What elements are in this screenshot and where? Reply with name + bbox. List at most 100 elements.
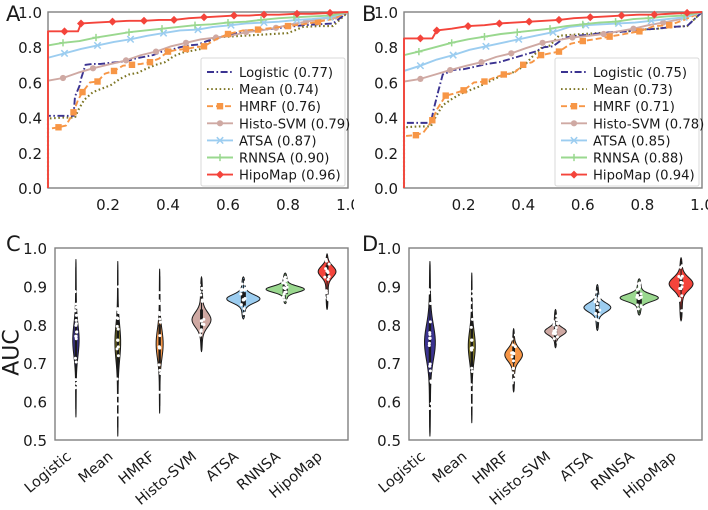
violin-atsa — [226, 276, 261, 320]
violin-point — [74, 322, 78, 326]
legend-item[interactable]: Mean (0.74) — [207, 83, 319, 98]
legend-item[interactable]: HMRF (0.76) — [207, 100, 321, 115]
panel-d-letter: D — [362, 232, 379, 256]
legend-item[interactable]: ATSA (0.85) — [561, 134, 671, 149]
violin-point — [429, 402, 433, 406]
legend-item[interactable]: HipoMap (0.96) — [207, 169, 341, 184]
violin-point — [555, 314, 559, 318]
violin-point — [593, 295, 597, 299]
legend-label: RNNSA (0.90) — [239, 152, 329, 167]
series-marker — [182, 45, 190, 53]
series-marker — [525, 17, 534, 26]
panel-c-letter: C — [6, 232, 21, 256]
series-marker — [650, 10, 659, 19]
series-marker — [495, 19, 504, 28]
violin-point — [199, 293, 203, 297]
violin-point — [428, 364, 432, 368]
violin-point — [285, 285, 289, 289]
y-tick-label: 0.6 — [18, 74, 42, 92]
violin-point — [638, 281, 642, 285]
y-axis-ticks: 0.0 0.2 0.4 0.6 0.8 1.0 — [374, 4, 398, 198]
y-tick-label: 0.5 — [23, 432, 47, 450]
series-marker — [412, 132, 420, 139]
series-marker — [125, 28, 133, 36]
y-tick-label: 0.5 — [377, 432, 401, 450]
violin-point — [678, 297, 682, 301]
violin-point — [74, 360, 78, 364]
legend-item[interactable]: ATSA (0.87) — [207, 134, 317, 149]
legend-item[interactable]: Mean (0.73) — [561, 83, 673, 98]
violin-point — [200, 299, 204, 303]
x-category-label: Mean — [430, 449, 471, 487]
series-marker — [447, 66, 454, 74]
legend-item[interactable]: HMRF (0.71) — [561, 100, 675, 115]
violin-point — [511, 371, 515, 375]
violin-point — [677, 275, 681, 279]
x-category-label: Logistic — [22, 449, 75, 497]
series-marker — [59, 74, 67, 82]
series-marker — [152, 48, 160, 55]
violin-point — [552, 323, 556, 327]
legend-item[interactable]: Logistic (0.77) — [207, 66, 333, 81]
roc-series-hmrf — [47, 11, 349, 188]
violin-point — [243, 287, 247, 291]
legend-label: HipoMap (0.96) — [239, 169, 341, 184]
y-tick-label: 1.0 — [18, 4, 42, 22]
legend-item[interactable]: RNNSA (0.88) — [561, 152, 683, 167]
legend-item[interactable]: Histo-SVM (0.79) — [207, 117, 350, 132]
violin-point — [469, 403, 473, 407]
violin-point — [680, 294, 684, 298]
series-marker — [579, 20, 587, 28]
violin-point — [428, 331, 432, 335]
violin-mean — [114, 260, 122, 437]
x-tick-label: 0.6 — [216, 196, 240, 214]
violin-point — [639, 292, 643, 296]
violin-point — [638, 285, 642, 289]
legend-item[interactable]: Histo-SVM (0.78) — [561, 117, 704, 132]
violin-point — [327, 275, 331, 279]
violin-point — [597, 319, 601, 323]
violin-point — [282, 298, 286, 302]
legend-item[interactable]: RNNSA (0.90) — [207, 152, 329, 167]
violin-point — [158, 313, 162, 317]
legend-item[interactable]: HipoMap (0.94) — [561, 169, 695, 184]
violin-point — [427, 341, 431, 345]
series-marker — [59, 39, 67, 47]
legend-label: ATSA (0.87) — [239, 134, 317, 149]
series-marker — [569, 34, 576, 41]
violin-point — [116, 354, 120, 358]
series-marker — [416, 61, 425, 70]
violin-point — [75, 330, 79, 334]
series-marker — [570, 136, 578, 145]
series-marker — [546, 25, 554, 33]
violin-point — [554, 326, 558, 330]
violin-hipomap — [668, 257, 694, 322]
legend-box — [554, 57, 700, 187]
series-marker — [126, 35, 135, 44]
violin-point — [597, 296, 601, 300]
roc-line — [403, 11, 703, 188]
series-marker — [480, 33, 489, 41]
series-marker — [191, 21, 199, 29]
series-marker — [257, 16, 265, 24]
panel-b-chart: 0.0 0.2 0.4 0.6 0.8 1.0 0.2 0.4 0.6 0.8 1.0 Logisti… — [374, 4, 708, 214]
violin-point — [199, 328, 203, 332]
series-marker — [200, 43, 208, 50]
violin-point — [283, 275, 287, 279]
violin-point — [639, 295, 643, 299]
violin-point — [511, 359, 515, 363]
violin-point — [512, 378, 516, 382]
y-tick-label: 0.0 — [374, 180, 398, 198]
violin-point — [116, 316, 120, 320]
legend-item[interactable]: Logistic (0.75) — [561, 66, 687, 81]
x-category-label: Logistic — [376, 449, 429, 497]
y-tick-label: 0.2 — [374, 145, 398, 163]
y-tick-label: 0.8 — [374, 39, 398, 57]
violin-point — [73, 309, 77, 313]
x-tick-label: 1.0 — [336, 196, 354, 214]
series-marker — [194, 25, 202, 34]
series-marker — [93, 41, 102, 50]
x-tick-label: 0.6 — [571, 196, 595, 214]
series-marker — [290, 13, 298, 21]
violin-point — [75, 382, 79, 386]
